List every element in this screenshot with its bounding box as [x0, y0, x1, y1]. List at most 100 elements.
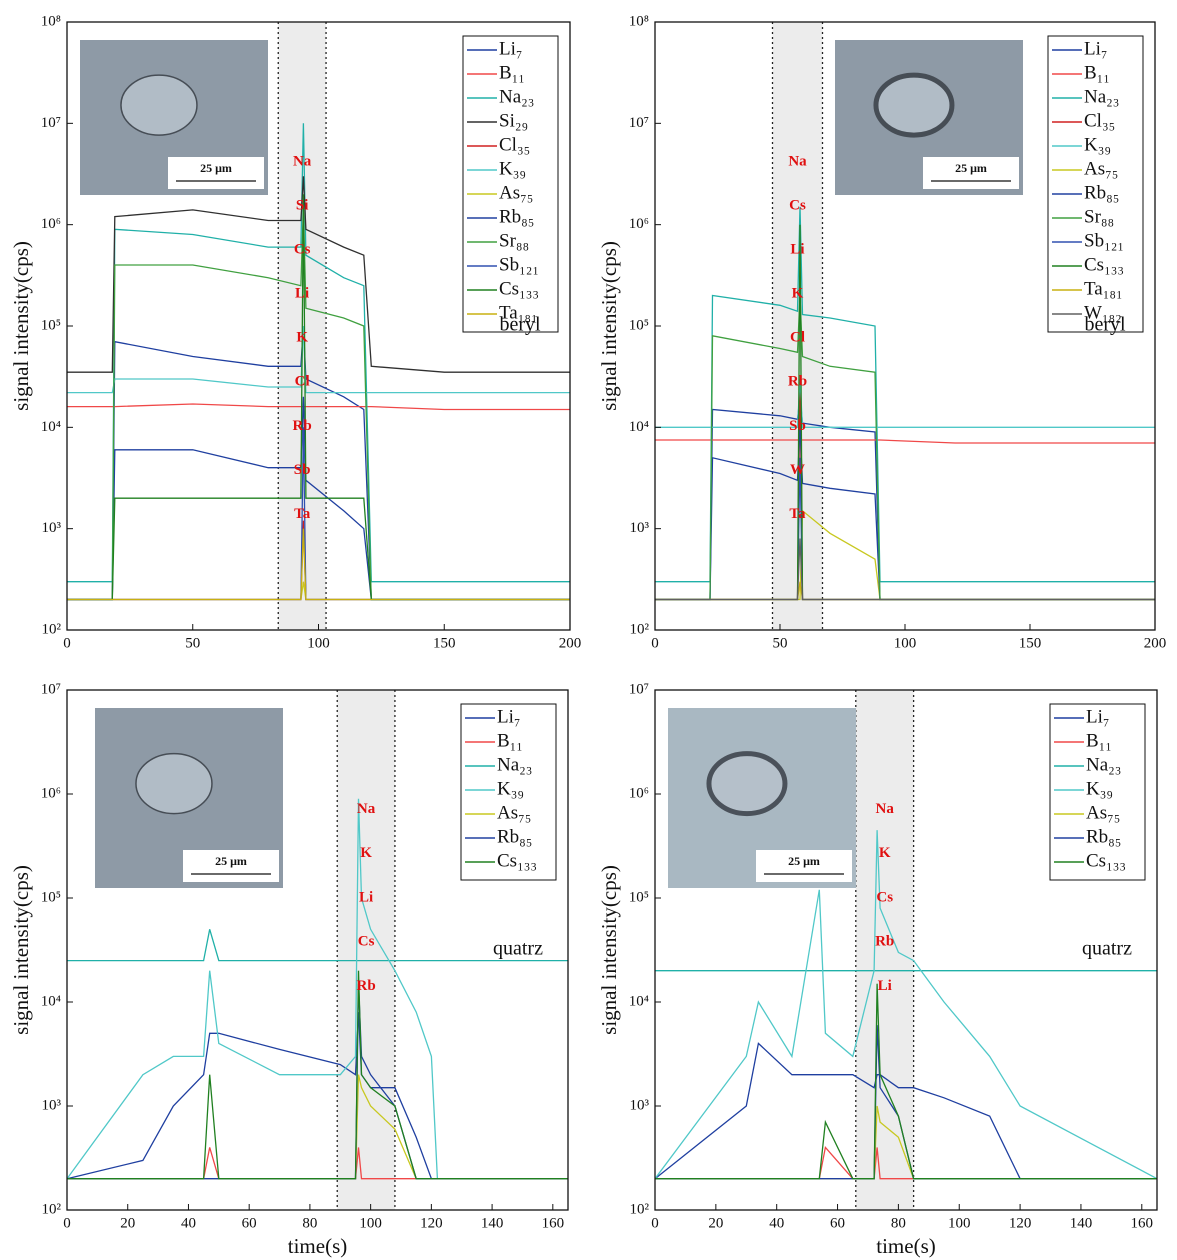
legend-label: Na₂₃ — [497, 754, 532, 775]
x-tick-label: 40 — [181, 1215, 196, 1231]
highlight-band — [337, 690, 395, 1210]
legend-label: Sr₈₈ — [499, 230, 529, 251]
scale-bar-box — [756, 850, 852, 882]
y-tick-label: 10² — [42, 621, 62, 637]
legend-label: Ta₁₈₁ — [499, 302, 538, 323]
series-line — [655, 295, 1155, 601]
x-tick-label: 200 — [559, 635, 582, 651]
legend-label: As₇₅ — [499, 182, 533, 203]
x-tick-label: 140 — [1070, 1215, 1093, 1231]
scale-bar-label: 25 μm — [788, 854, 820, 868]
y-tick-label: 10³ — [42, 1097, 62, 1113]
element-annotation: Rb — [356, 978, 375, 994]
legend-label: Cs₁₃₃ — [499, 278, 539, 299]
legend-label: Li₇ — [1086, 706, 1110, 727]
x-tick-label: 50 — [185, 635, 200, 651]
element-annotation: Na — [876, 801, 895, 817]
element-annotation: Li — [295, 286, 309, 302]
y-tick-label: 10⁶ — [629, 785, 649, 801]
y-tick-label: 10⁵ — [629, 317, 649, 333]
sample-label: quatrz — [1082, 938, 1132, 960]
panel: 0 50 100 150 200 10² 10³ 10⁴ 10⁵ 10⁶ 10⁷ 10⁸ signal … — [9, 13, 581, 651]
scale-bar-box — [168, 157, 264, 189]
panel: 0 50 100 150 200 10² 10³ 10⁴ 10⁵ 10⁶ 10⁷ 10⁸ signal … — [597, 13, 1166, 651]
y-tick-label: 10⁸ — [629, 13, 649, 29]
legend-label: Cs₁₃₃ — [497, 850, 537, 871]
series-line — [655, 538, 1155, 601]
y-tick-label: 10⁴ — [629, 419, 649, 435]
legend-label: Si₂₉ — [499, 110, 528, 131]
y-tick-label: 10⁴ — [629, 993, 649, 1009]
legend-label: K₃₉ — [497, 778, 524, 799]
x-tick-label: 160 — [542, 1215, 565, 1231]
x-tick-label: 0 — [63, 635, 71, 651]
element-annotation: Rb — [788, 374, 807, 390]
y-tick-label: 10⁵ — [41, 317, 61, 333]
legend-label: Cs₁₃₃ — [1084, 254, 1124, 275]
element-annotation: Li — [790, 241, 804, 257]
y-tick-label: 10² — [630, 1201, 650, 1217]
element-annotation: K — [296, 330, 308, 346]
x-axis-label: time(s) — [288, 1234, 347, 1258]
legend-label: Cl₃₅ — [499, 134, 530, 155]
element-annotation: Cs — [294, 241, 311, 257]
element-annotation: Li — [359, 889, 373, 905]
y-tick-label: 10⁸ — [41, 13, 61, 29]
x-tick-label: 160 — [1131, 1215, 1154, 1231]
x-tick-label: 120 — [420, 1215, 443, 1231]
sample-label: beryl — [1084, 314, 1126, 336]
x-tick-label: 80 — [302, 1215, 317, 1231]
x-tick-label: 140 — [481, 1215, 504, 1231]
element-annotation: Sb — [789, 418, 806, 434]
element-annotation: Rb — [293, 418, 312, 434]
series-line — [655, 378, 1155, 601]
x-tick-label: 40 — [769, 1215, 784, 1231]
legend-label: K₃₉ — [1086, 778, 1113, 799]
legend-label: Cl₃₅ — [1084, 110, 1115, 131]
legend-label: Li₇ — [497, 706, 521, 727]
element-annotation: Cl — [790, 330, 805, 346]
series-line — [655, 983, 1157, 1180]
element-annotation: K — [360, 845, 372, 861]
legend-label: As₇₅ — [497, 802, 531, 823]
legend-box — [460, 703, 557, 881]
element-annotation: K — [879, 845, 891, 861]
x-tick-label: 100 — [894, 635, 917, 651]
y-tick-label: 10⁷ — [629, 681, 649, 697]
panel: 0 20 40 60 80 100 120 140 160 10² 10³ 10⁴ 10⁵ 10⁶ 10⁷ s… — [597, 681, 1158, 1258]
element-annotation: Na — [357, 801, 376, 817]
inclusion — [706, 751, 788, 817]
inclusion — [120, 74, 198, 136]
scale-bar-label: 25 μm — [200, 161, 232, 175]
legend-label: B₁₁ — [1086, 730, 1112, 751]
scale-bar-box — [923, 157, 1019, 189]
x-tick-label: 0 — [651, 1215, 659, 1231]
y-tick-label: 10² — [630, 621, 650, 637]
element-annotation: Sb — [294, 462, 311, 478]
element-annotation: K — [792, 286, 804, 302]
series-line — [66, 798, 568, 1180]
y-tick-label: 10⁶ — [629, 216, 649, 232]
element-annotation: Li — [878, 978, 892, 994]
inclusion — [873, 72, 955, 138]
series-line — [67, 325, 570, 394]
element-annotation: Cs — [876, 889, 893, 905]
legend-label: Sr₈₈ — [1084, 206, 1114, 227]
element-annotation: Ta — [789, 506, 806, 522]
x-tick-label: 20 — [120, 1215, 135, 1231]
y-tick-label: 10⁷ — [41, 115, 61, 131]
legend-label: Na₂₃ — [499, 86, 534, 107]
element-annotation: Si — [296, 197, 309, 213]
series-line — [655, 439, 1155, 444]
legend-label: Rb₈₅ — [499, 206, 534, 227]
series-line — [655, 509, 1155, 601]
scale-bar-label: 25 μm — [215, 854, 247, 868]
legend-label: K₃₉ — [499, 158, 526, 179]
x-tick-label: 100 — [359, 1215, 382, 1231]
y-tick-label: 10³ — [630, 1097, 650, 1113]
legend-label: Rb₈₅ — [1084, 182, 1119, 203]
legend-label: Cs₁₃₃ — [1086, 850, 1126, 871]
y-axis-label: signal intensity(cps) — [9, 865, 33, 1035]
y-tick-label: 10⁷ — [629, 115, 649, 131]
y-tick-label: 10⁴ — [41, 419, 61, 435]
